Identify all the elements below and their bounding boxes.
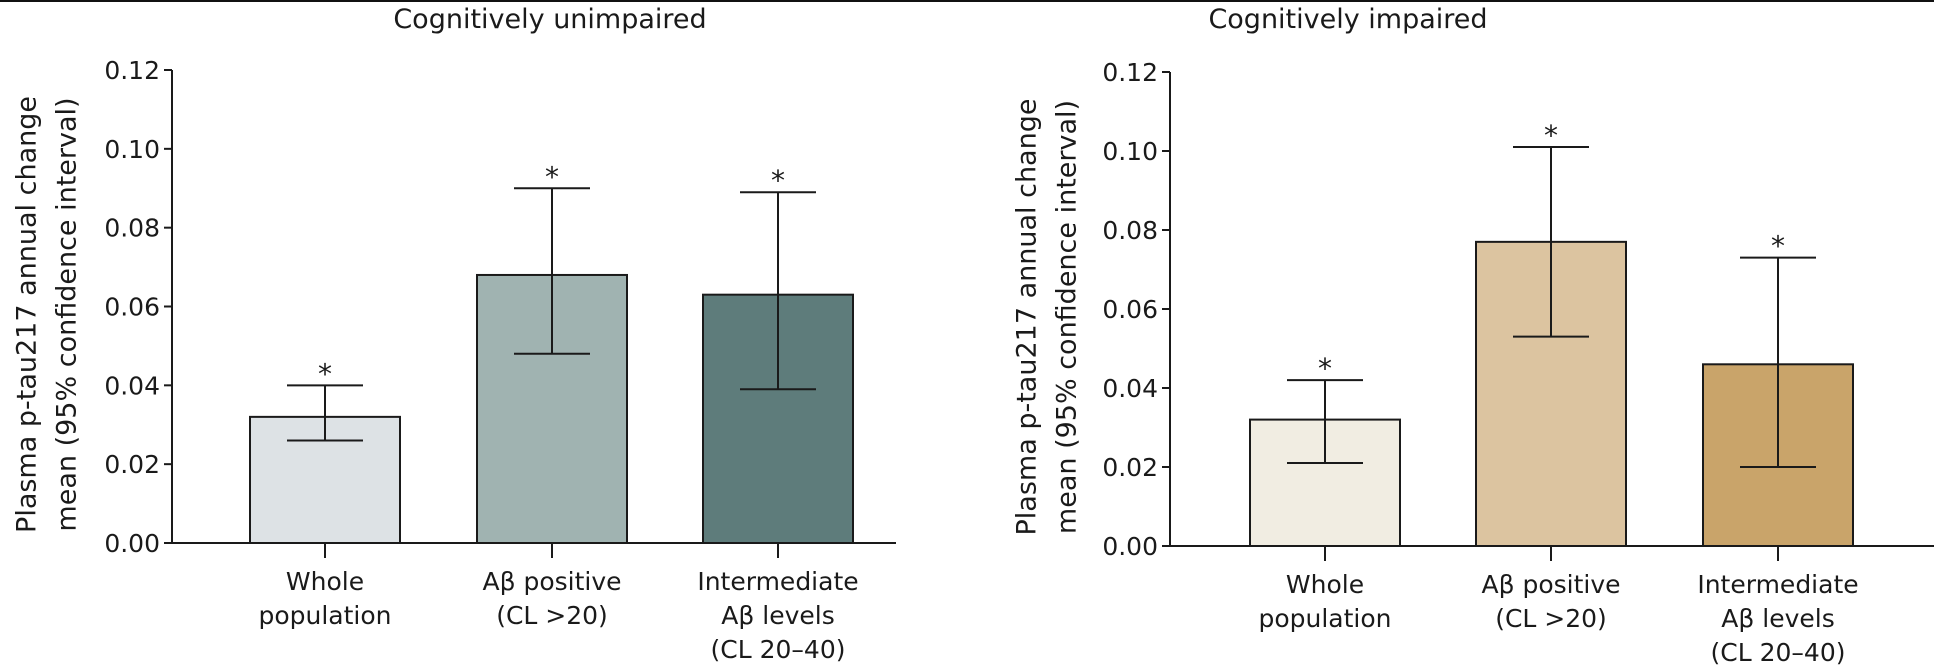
y-tick-label: 0.04 <box>1102 374 1158 403</box>
y-tick-label: 0.08 <box>104 214 160 243</box>
significance-asterisk: * <box>545 160 559 193</box>
y-tick-label: 0.04 <box>104 371 160 400</box>
x-tick-label: Aβ positive <box>1481 570 1620 599</box>
x-tick-label: population <box>258 601 391 630</box>
significance-asterisk: * <box>771 164 785 197</box>
x-tick-label: Aβ levels <box>721 601 834 630</box>
y-tick-label: 0.08 <box>1102 216 1158 245</box>
x-tick-label: Intermediate <box>1697 570 1858 599</box>
significance-asterisk: * <box>318 357 332 390</box>
y-tick-label: 0.06 <box>1102 295 1158 324</box>
significance-asterisk: * <box>1544 119 1558 152</box>
y-tick-label: 0.12 <box>104 56 160 85</box>
x-tick-label: Aβ levels <box>1721 604 1834 633</box>
chart-title: Cognitively unimpaired <box>393 4 706 35</box>
chart-title: Cognitively impaired <box>1208 4 1487 35</box>
y-tick-label: 0.10 <box>104 135 160 164</box>
y-axis-label: mean (95% confidence interval) <box>1052 100 1083 534</box>
x-tick-label: Whole <box>1286 570 1364 599</box>
x-tick-label: (CL 20–40) <box>711 635 846 664</box>
significance-asterisk: * <box>1318 352 1332 385</box>
y-axis-label: Plasma p-tau217 annual change <box>1012 99 1043 536</box>
y-tick-label: 0.02 <box>104 450 160 479</box>
x-tick-label: Whole <box>286 567 364 596</box>
y-tick-label: 0.00 <box>1102 532 1158 561</box>
x-tick-label: Intermediate <box>697 567 858 596</box>
significance-asterisk: * <box>1771 230 1785 263</box>
y-tick-label: 0.02 <box>1102 453 1158 482</box>
y-tick-label: 0.10 <box>1102 137 1158 166</box>
chart-panel-2: Cognitively impaired Plasma p-tau217 annu… <box>1012 4 1934 667</box>
y-tick-label: 0.06 <box>104 293 160 322</box>
chart-panel-1: Cognitively unimpaired Plasma p-tau217 an… <box>12 4 896 664</box>
x-tick-label: (CL 20–40) <box>1711 638 1846 667</box>
x-tick-label: (CL >20) <box>496 601 608 630</box>
y-axis-label: mean (95% confidence interval) <box>52 97 83 531</box>
x-tick-label: (CL >20) <box>1495 604 1607 633</box>
x-tick-label: population <box>1258 604 1391 633</box>
y-tick-label: 0.12 <box>1102 58 1158 87</box>
y-axis-label: Plasma p-tau217 annual change <box>12 96 43 533</box>
x-tick-label: Aβ positive <box>482 567 621 596</box>
y-tick-label: 0.00 <box>104 529 160 558</box>
top-border-line <box>0 0 1934 2</box>
